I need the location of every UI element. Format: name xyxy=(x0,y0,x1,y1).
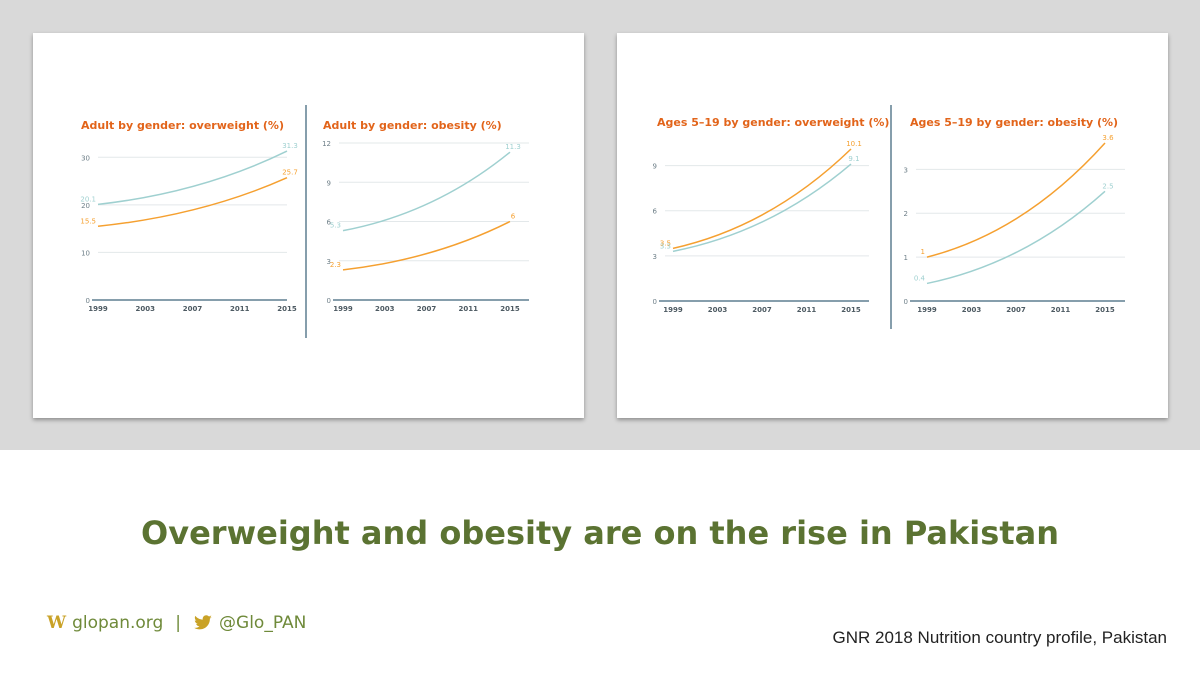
end-value-label: 25.7 xyxy=(282,169,298,177)
y-tick-label: 0 xyxy=(653,298,657,306)
y-tick-label: 0 xyxy=(327,297,331,305)
adult-charts-svg: Adult by gender: overweight (%)010203019… xyxy=(80,105,529,338)
start-value-label: 3.3 xyxy=(660,242,671,250)
y-tick-label: 1 xyxy=(904,254,908,262)
end-value-label: 6 xyxy=(511,213,516,221)
twitter-handle-link[interactable]: @Glo_PAN xyxy=(219,613,307,633)
start-value-label: 0.4 xyxy=(914,274,926,282)
youth-charts-svg: Ages 5–19 by gender: overweight (%) 0 3 6 9 1… xyxy=(653,105,1125,329)
y-tick-label: 2 xyxy=(904,210,908,218)
website-link[interactable]: glopan.org xyxy=(72,613,164,633)
footer-links: W glopan.org | @Glo_PAN xyxy=(47,613,306,633)
series-line-blue xyxy=(342,151,511,232)
end-value-label: 2.5 xyxy=(1102,182,1113,190)
chart-panel-0: Adult by gender: overweight (%) 0 10 20 30 19… xyxy=(80,119,297,313)
chart-title: Ages 5–19 by gender: overweight (%) xyxy=(657,116,889,129)
y-tick-label: 30 xyxy=(81,154,90,162)
y-tick-label: 9 xyxy=(327,179,331,187)
series-line-blue xyxy=(97,150,288,206)
chart-card-youth: Ages 5–19 by gender: overweight (%) 0 3 6 9 1… xyxy=(617,33,1168,418)
x-tick-label: 2003 xyxy=(375,305,395,313)
series-line-orange xyxy=(342,220,511,271)
x-tick-label: 2015 xyxy=(277,305,297,313)
start-value-label: 20.1 xyxy=(80,195,96,203)
chart-panel-2: Ages 5–19 by gender: overweight (%) 0 3 6 9 1… xyxy=(653,116,890,314)
end-value-label: 10.1 xyxy=(846,140,862,148)
chart-title: Adult by gender: obesity (%) xyxy=(323,119,502,132)
x-tick-label: 2007 xyxy=(1006,306,1026,314)
chart-panel-3: Ages 5–19 by gender: obesity (%) 0 1 2 3 1999… xyxy=(904,116,1125,314)
x-tick-label: 2003 xyxy=(962,306,982,314)
x-tick-label: 2015 xyxy=(841,306,861,314)
y-tick-label: 6 xyxy=(653,208,658,216)
x-tick-label: 1999 xyxy=(917,306,937,314)
footer-separator: | xyxy=(175,613,182,633)
start-value-label: 15.5 xyxy=(80,217,96,225)
series-line-orange xyxy=(97,177,288,228)
series-line-orange xyxy=(926,142,1106,258)
x-tick-label: 1999 xyxy=(88,305,108,313)
chart-title: Adult by gender: overweight (%) xyxy=(81,119,284,132)
series-line-orange xyxy=(672,148,852,250)
slide-headline: Overweight and obesity are on the rise i… xyxy=(141,514,1059,552)
end-value-label: 11.3 xyxy=(505,143,521,151)
series-line-blue xyxy=(926,190,1106,285)
y-tick-label: 9 xyxy=(653,163,657,171)
end-value-label: 31.3 xyxy=(282,142,298,150)
start-value-label: 5.3 xyxy=(330,222,341,230)
end-value-label: 3.6 xyxy=(1102,134,1114,142)
y-tick-label: 3 xyxy=(327,258,331,266)
x-tick-label: 2011 xyxy=(230,305,250,313)
website-icon: W xyxy=(47,613,67,633)
x-tick-label: 2011 xyxy=(797,306,817,314)
y-tick-label: 3 xyxy=(653,253,657,261)
y-tick-label: 0 xyxy=(904,298,908,306)
y-tick-label: 12 xyxy=(322,140,331,148)
chart-card-adult: Adult by gender: overweight (%) 0 10 20 30 19… xyxy=(33,33,584,418)
x-tick-label: 2015 xyxy=(500,305,520,313)
end-value-label: 9.1 xyxy=(848,155,859,163)
y-tick-label: 0 xyxy=(86,297,90,305)
series-line-blue xyxy=(672,163,852,253)
y-tick-label: 10 xyxy=(81,249,90,257)
twitter-bird-icon xyxy=(194,615,212,630)
y-tick-label: 6 xyxy=(327,219,332,227)
chart-panel-1: Adult by gender: obesity (%) 0 3 6 9 12 1999 20… xyxy=(322,119,529,313)
x-tick-label: 2007 xyxy=(183,305,203,313)
chart-title: Ages 5–19 by gender: obesity (%) xyxy=(910,116,1118,129)
x-tick-label: 2003 xyxy=(136,305,156,313)
x-tick-label: 2015 xyxy=(1095,306,1115,314)
x-tick-label: 2007 xyxy=(417,305,437,313)
start-value-label: 2.3 xyxy=(330,261,341,269)
y-tick-label: 3 xyxy=(904,166,908,174)
x-tick-label: 2011 xyxy=(1051,306,1071,314)
start-value-label: 3.5 xyxy=(660,239,671,247)
x-tick-label: 2003 xyxy=(708,306,728,314)
x-tick-label: 1999 xyxy=(333,305,353,313)
x-tick-label: 2007 xyxy=(752,306,772,314)
start-value-label: 1 xyxy=(921,248,925,256)
x-tick-label: 2011 xyxy=(459,305,479,313)
y-tick-label: 20 xyxy=(81,202,90,210)
x-tick-label: 1999 xyxy=(663,306,683,314)
source-citation: GNR 2018 Nutrition country profile, Paki… xyxy=(832,628,1168,647)
